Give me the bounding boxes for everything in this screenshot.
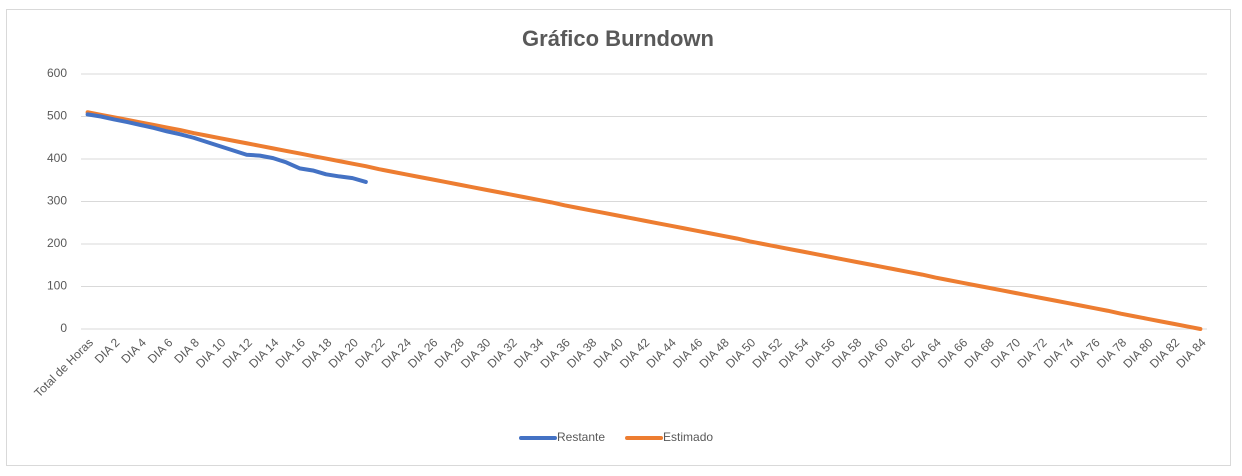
legend-label: Estimado <box>663 430 713 444</box>
y-tick-label: 200 <box>47 236 67 250</box>
line-series <box>85 110 1203 331</box>
y-tick-label: 300 <box>47 194 67 208</box>
legend-label: Restante <box>557 430 605 444</box>
y-tick-label: 0 <box>60 321 67 335</box>
y-tick-label: 500 <box>47 109 67 123</box>
line-series <box>85 112 368 184</box>
y-tick-label: 400 <box>47 151 67 165</box>
y-tick-label: 100 <box>47 279 67 293</box>
chart-title: Gráfico Burndown <box>522 26 714 51</box>
y-tick-label: 600 <box>47 66 67 80</box>
chart-frame <box>6 9 1231 466</box>
